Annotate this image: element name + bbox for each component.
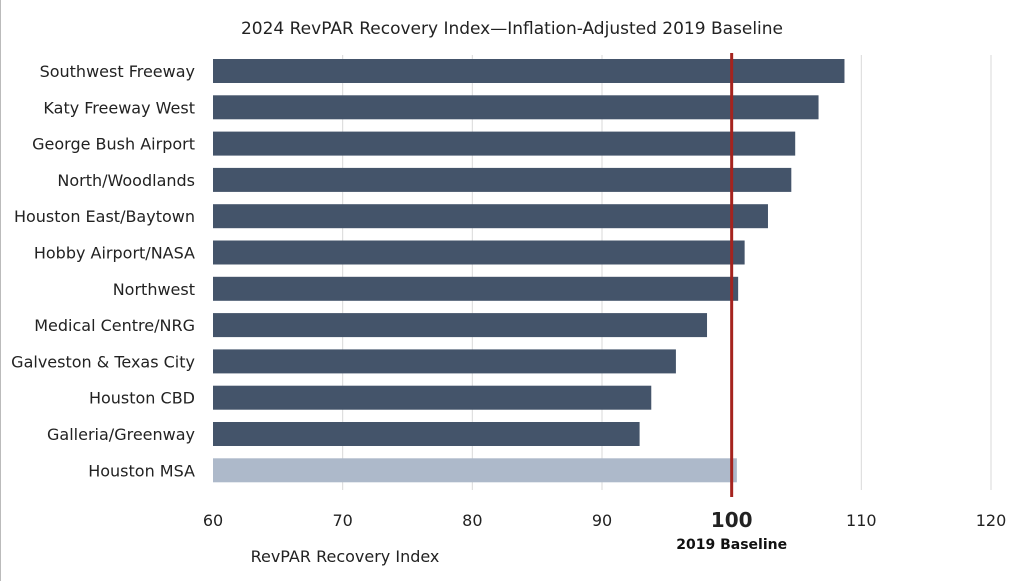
- x-tick-label: 110: [846, 511, 877, 530]
- category-label: Hobby Airport/NASA: [34, 244, 195, 263]
- category-label: Galveston & Texas City: [11, 352, 195, 371]
- category-label: Katy Freeway West: [43, 98, 195, 117]
- x-tick-label: 90: [592, 511, 612, 530]
- x-tick-label: 70: [332, 511, 352, 530]
- x-tick-label: 120: [976, 511, 1007, 530]
- category-label: Medical Centre/NRG: [34, 316, 195, 335]
- bar: [213, 59, 845, 83]
- bar: [213, 422, 640, 446]
- category-label: North/Woodlands: [57, 171, 195, 190]
- bar: [213, 276, 739, 301]
- x-tick-label: 60: [203, 511, 223, 530]
- category-label: Houston CBD: [89, 389, 195, 408]
- baseline-label: 2019 Baseline: [676, 537, 787, 553]
- category-label: George Bush Airport: [32, 135, 195, 154]
- bar: [213, 385, 652, 410]
- bar: [213, 313, 708, 338]
- x-tick-label: 80: [462, 511, 482, 530]
- x-tick-label: 100: [711, 508, 753, 532]
- category-label: Houston MSA: [88, 461, 195, 480]
- category-label: Southwest Freeway: [40, 62, 195, 81]
- category-label: Houston East/Baytown: [14, 207, 195, 226]
- left-border: [0, 0, 1, 581]
- bar: [213, 240, 745, 265]
- bar: [213, 131, 796, 156]
- bar: [213, 458, 737, 483]
- chart-title: 2024 RevPAR Recovery Index—Inflation-Adj…: [241, 19, 783, 39]
- bar: [213, 349, 676, 374]
- category-label: Galleria/Greenway: [47, 425, 195, 444]
- bar: [213, 95, 819, 120]
- category-label: Northwest: [113, 280, 195, 299]
- x-axis-title: RevPAR Recovery Index: [251, 547, 440, 566]
- bar: [213, 167, 792, 192]
- bar: [213, 204, 768, 229]
